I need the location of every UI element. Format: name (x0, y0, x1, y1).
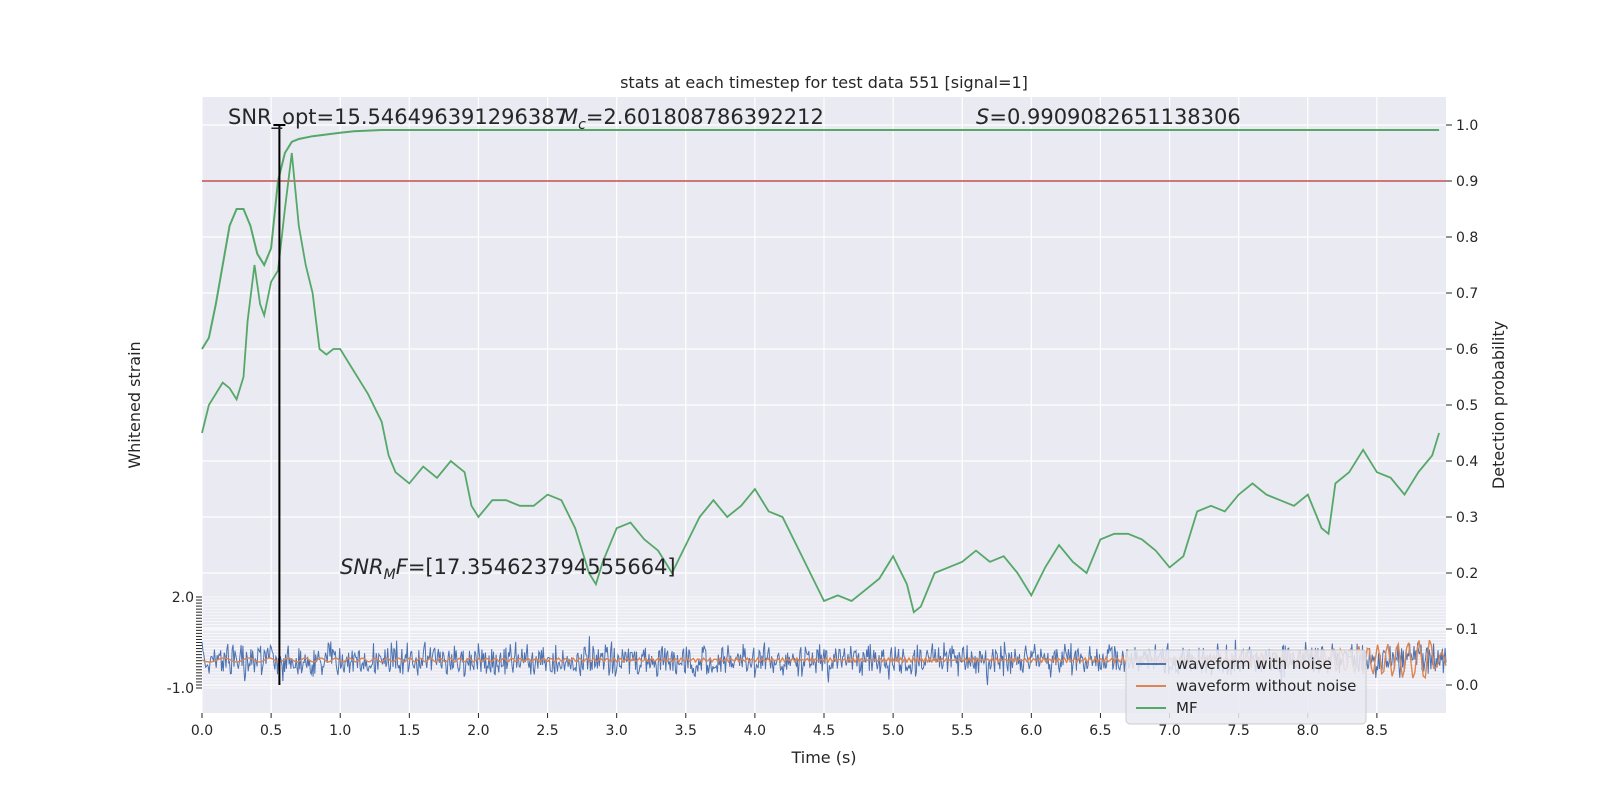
x-tick-label: 6.5 (1089, 723, 1111, 739)
right-tick-label: 0.1 (1456, 622, 1478, 638)
s-annotation: S=0.9909082651138306 (976, 105, 1241, 129)
chart-title: stats at each timestep for test data 551… (620, 73, 1028, 92)
x-tick-label: 8.5 (1366, 723, 1388, 739)
right-tick-label: 1.0 (1456, 118, 1478, 134)
detection-trace-line (201, 152, 1440, 614)
x-tick-label: 6.0 (1020, 723, 1042, 739)
detection-series (201, 129, 1440, 614)
right-axis-ticks: 0.0 0.1 0.2 0.3 0.4 0.5 0.6 0.7 0.8 0.9 1.0 (1446, 118, 1478, 694)
x-tick-label: 7.5 (1228, 723, 1250, 739)
x-tick-label: 4.0 (744, 723, 766, 739)
legend-label-signal: waveform without noise (1176, 677, 1356, 695)
x-axis-ticks: 0.0 0.5 1.0 1.5 2.0 2.5 3.0 3.5 4.0 4.5 5.0 5.5 6.0 6… (191, 713, 1388, 739)
x-tick-label: 5.5 (951, 723, 973, 739)
right-axis-label: Detection probability (1489, 321, 1508, 489)
right-tick-label: 0.6 (1456, 342, 1478, 358)
x-tick-label: 3.5 (675, 723, 697, 739)
right-tick-label: 0.3 (1456, 510, 1478, 526)
x-tick-label: 8.0 (1297, 723, 1319, 739)
right-tick-label: 0.7 (1456, 286, 1478, 302)
right-tick-label: 0.0 (1456, 678, 1478, 694)
strain-tick-label-top: 2.0 (172, 590, 194, 606)
right-tick-label: 0.2 (1456, 566, 1478, 582)
x-tick-label: 3.0 (606, 723, 628, 739)
x-tick-label: 1.5 (398, 723, 420, 739)
legend-label-mf: MF (1176, 699, 1198, 717)
legend-box (1125, 649, 1367, 725)
x-tick-label: 5.0 (882, 723, 904, 739)
right-tick-label: 0.8 (1456, 230, 1478, 246)
snr-mf-annotation: SNRMF=[17.354623794555664] (340, 555, 676, 583)
snr-opt-annotation: SNR_opt=15.546496391296387 (228, 105, 568, 130)
left-axis-label: Whitened strain (125, 341, 144, 468)
right-tick-label: 0.4 (1456, 454, 1478, 470)
mf-smooth-line (201, 129, 1440, 350)
x-tick-label: 0.0 (191, 723, 213, 739)
legend-label-noise: waveform with noise (1176, 655, 1332, 673)
x-tick-label: 2.5 (536, 723, 558, 739)
x-tick-label: 2.0 (467, 723, 489, 739)
strain-tick-label-bottom: -1.0 (167, 681, 194, 697)
x-tick-label: 0.5 (260, 723, 282, 739)
right-tick-label: 0.5 (1456, 398, 1478, 414)
mc-annotation: Mc=2.601808786392212 (560, 105, 824, 133)
x-tick-label: 7.0 (1158, 723, 1180, 739)
x-tick-label: 1.0 (329, 723, 351, 739)
x-tick-label: 4.5 (813, 723, 835, 739)
legend: waveform with noise waveform without noi… (1125, 649, 1367, 725)
x-axis-label: Time (s) (790, 748, 856, 767)
right-tick-label: 0.9 (1456, 174, 1478, 190)
